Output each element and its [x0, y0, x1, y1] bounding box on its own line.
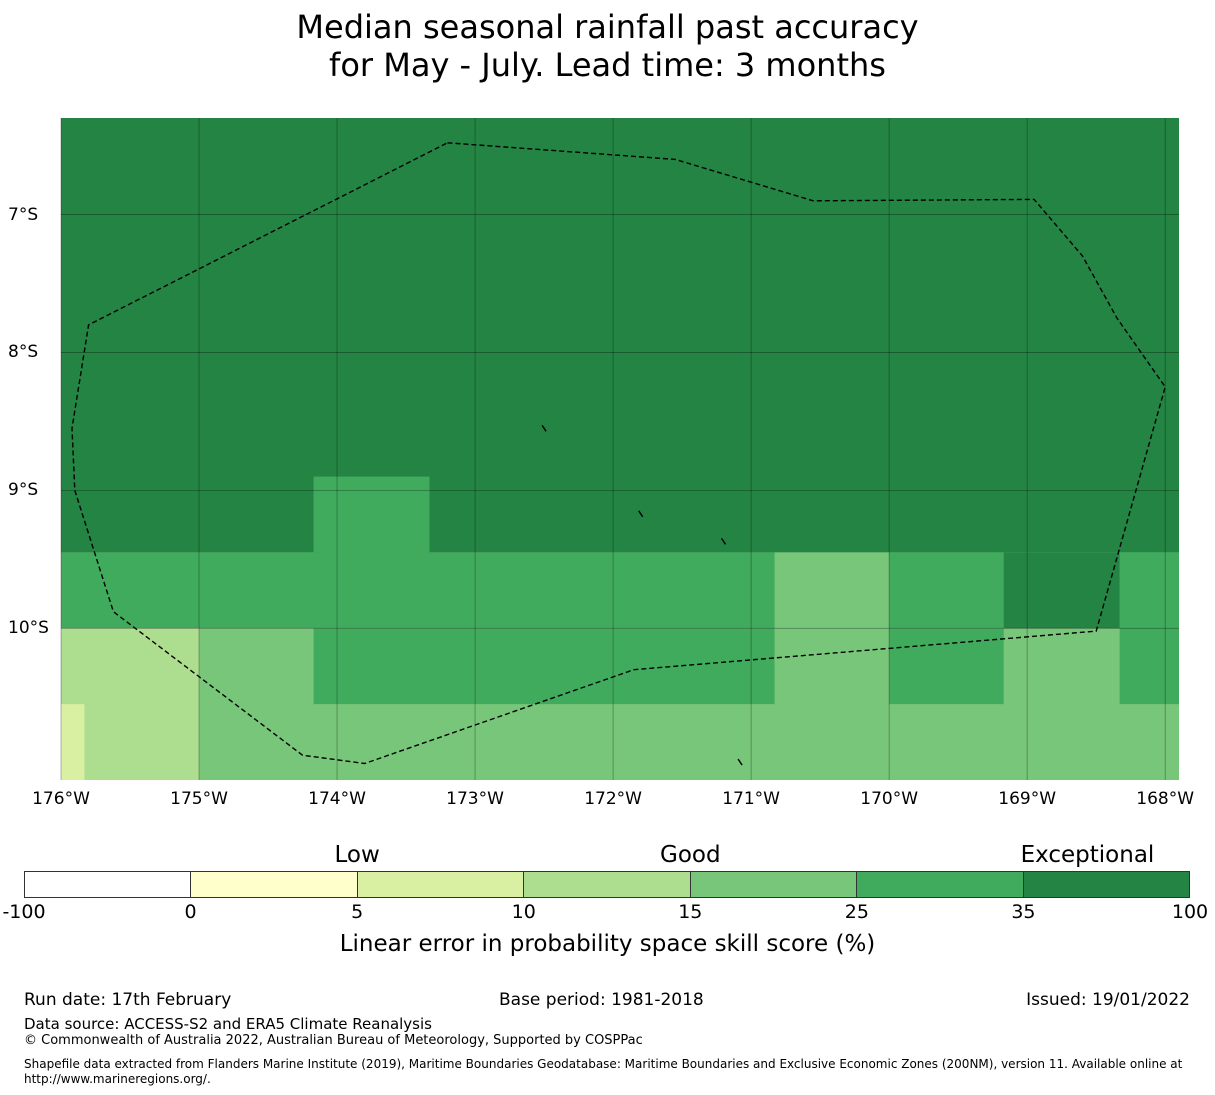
- colorbar-tick: 5: [351, 901, 364, 923]
- colorbar-bin-0: [25, 872, 192, 897]
- skill-cell-0: [61, 118, 1179, 553]
- latitude-label: 9°S: [8, 480, 39, 501]
- colorbar-bin-3: [524, 872, 691, 897]
- skill-cell-2: [61, 552, 1179, 629]
- colorbar-tick: 15: [678, 901, 703, 923]
- island-3: [737, 758, 743, 766]
- colorbar-tick: 0: [184, 901, 197, 923]
- colorbar-tick: 35: [1011, 901, 1036, 923]
- skill-cell-6: [61, 704, 85, 780]
- colorbar-label: Linear error in probability space skill …: [339, 931, 876, 957]
- longitude-label: 172°W: [584, 789, 642, 809]
- data-source: Data source: ACCESS-S2 and ERA5 Climate …: [24, 1015, 432, 1033]
- issued-date: Issued: 19/01/2022: [1026, 990, 1190, 1010]
- colorbar-tick: 100: [1171, 901, 1209, 923]
- run-date: Run date: 17th February: [24, 990, 232, 1010]
- category-label-low: Low: [334, 842, 380, 868]
- latitude-label: 10°S: [8, 618, 49, 639]
- colorbar-bin-5: [857, 872, 1024, 897]
- base-period: Base period: 1981-2018: [499, 990, 704, 1010]
- longitude-label: 173°W: [446, 789, 504, 809]
- map-title-line-2: for May - July. Lead time: 3 months: [329, 46, 886, 84]
- category-label-exceptional: Exceptional: [1020, 842, 1155, 868]
- island-0: [541, 424, 547, 432]
- longitude-label: 168°W: [1136, 789, 1195, 809]
- eez-boundary: [71, 142, 1166, 765]
- colorbar-tick: 25: [844, 901, 869, 923]
- colorbar-tick: -100: [2, 901, 46, 923]
- colorbar-bin-4: [690, 872, 858, 897]
- longitude-label: 176°W: [32, 789, 90, 809]
- longitude-label: 169°W: [998, 789, 1057, 809]
- map-title-line-1: Median seasonal rainfall past accuracy: [296, 8, 919, 46]
- colorbar-bin-6: [1023, 872, 1189, 897]
- colorbar-bin-1: [191, 872, 358, 897]
- category-label-good: Good: [659, 842, 721, 868]
- longitude-label: 175°W: [170, 789, 228, 809]
- island-2: [720, 538, 727, 545]
- copyright: © Commonwealth of Australia 2022, Austra…: [24, 1033, 643, 1048]
- skill-cell-8: [313, 628, 775, 705]
- skill-cell-10: [1119, 552, 1179, 705]
- colorbar: [24, 871, 1190, 898]
- colorbar-tick: 10: [511, 901, 536, 923]
- longitude-label: 171°W: [722, 789, 780, 809]
- longitude-label: 170°W: [860, 789, 919, 809]
- latitude-label: 7°S: [8, 204, 39, 225]
- skill-map: [60, 118, 1180, 780]
- latitude-label: 8°S: [8, 342, 39, 363]
- skill-cell-4: [1003, 552, 1120, 629]
- skill-cell-3: [774, 552, 890, 629]
- island-1: [638, 510, 644, 518]
- colorbar-bin-2: [357, 872, 525, 897]
- skill-cell-1: [313, 476, 430, 553]
- longitude-label: 174°W: [308, 789, 366, 809]
- shapefile-credit: Shapefile data extracted from Flanders M…: [24, 1057, 1183, 1086]
